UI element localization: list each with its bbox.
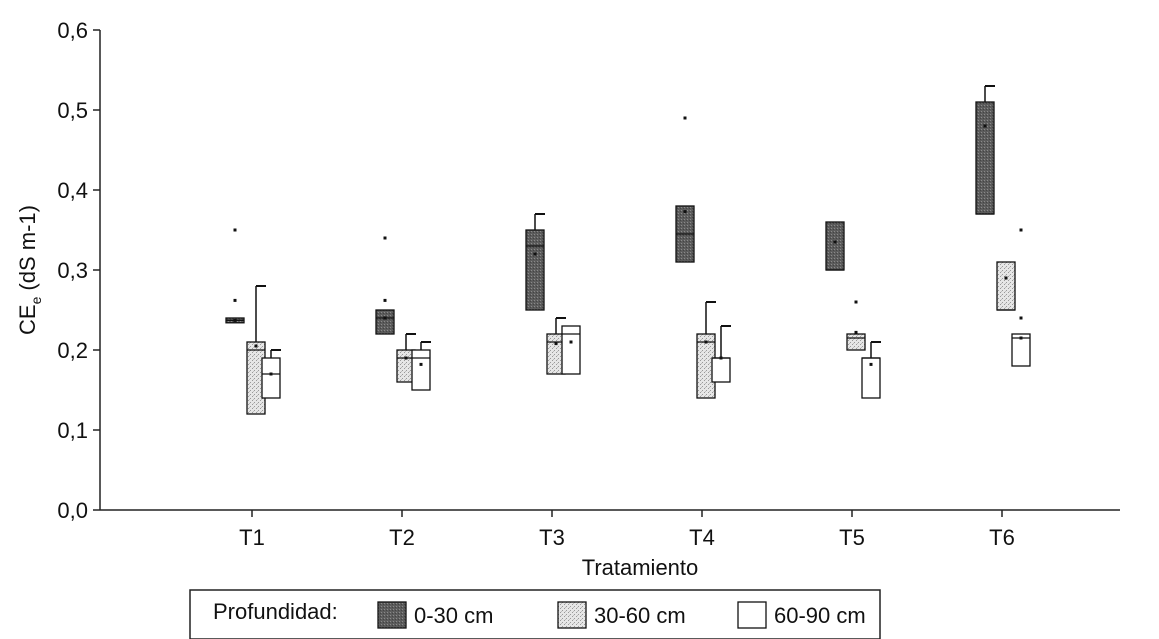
box [1011, 333, 1031, 367]
mean-marker [1004, 276, 1008, 280]
mean-marker [719, 356, 723, 360]
legend-swatch [557, 601, 587, 629]
mean-marker [854, 330, 858, 334]
x-axis: T1 T2 T3 T4 T5 T6 [100, 509, 1120, 550]
y-tick-label: 0,0 [57, 498, 88, 523]
x-tick-label: T5 [839, 525, 865, 550]
box [561, 325, 581, 375]
outlier-point [1019, 228, 1023, 232]
x-tick-label: T4 [689, 525, 715, 550]
x-axis-title: Tratamiento [582, 555, 699, 580]
mean-marker [833, 240, 837, 244]
mean-marker [533, 252, 537, 256]
x-tick-label: T2 [389, 525, 415, 550]
legend: Profundidad: 0-30 cm 30-60 cm 60-90 cm [189, 589, 881, 639]
series-60-90-cm [261, 228, 1031, 399]
box [846, 333, 866, 351]
y-tick-label: 0,6 [57, 18, 88, 43]
outlier-point [233, 228, 237, 232]
box [996, 261, 1016, 311]
mean-marker [233, 318, 237, 322]
box [525, 229, 545, 311]
y-axis-title-unit: (dS m-1) [15, 205, 40, 291]
y-axis-title-subscript: e [28, 296, 44, 304]
x-tick-group: T1 T2 T3 T4 T5 T6 [239, 510, 1015, 550]
mean-marker [983, 124, 987, 128]
mean-marker [383, 316, 387, 320]
legend-swatch [377, 601, 407, 629]
mean-marker [419, 362, 423, 366]
x-tick-label: T6 [989, 525, 1015, 550]
legend-title: Profundidad: [213, 599, 338, 624]
mean-marker [569, 340, 573, 344]
box [375, 309, 395, 335]
y-tick-label: 0,5 [57, 98, 88, 123]
y-tick-group: 0,0 0,1 0,2 0,3 0,4 0,5 0,6 [57, 18, 100, 523]
outlier-point [383, 236, 387, 240]
outlier-point [233, 298, 237, 302]
y-axis-title-main: CE [15, 304, 40, 335]
mean-marker [404, 356, 408, 360]
y-tick-label: 0,2 [57, 338, 88, 363]
series-30-60-cm [246, 261, 1016, 415]
mean-marker [1019, 336, 1023, 340]
legend-label: 30-60 cm [594, 603, 686, 628]
box [261, 357, 281, 399]
outlier-point [1019, 316, 1023, 320]
x-tick-label: T3 [539, 525, 565, 550]
mean-marker [704, 340, 708, 344]
mean-marker [254, 344, 258, 348]
box [411, 349, 431, 391]
box [711, 357, 731, 383]
mean-marker [554, 342, 558, 346]
y-tick-label: 0,1 [57, 418, 88, 443]
x-tick-label: T1 [239, 525, 265, 550]
plot-area [225, 85, 1031, 415]
legend-label: 60-90 cm [774, 603, 866, 628]
y-axis: 0,0 0,1 0,2 0,3 0,4 0,5 0,6 [57, 18, 101, 523]
mean-marker [869, 362, 873, 366]
y-axis-title: CEe (dS m-1) [15, 205, 44, 335]
legend-swatch [737, 601, 767, 629]
outlier-point [383, 298, 387, 302]
mean-marker [683, 210, 687, 214]
series-0-30-cm [225, 85, 995, 335]
y-tick-label: 0,3 [57, 258, 88, 283]
mean-marker [269, 372, 273, 376]
legend-items: 0-30 cm 30-60 cm 60-90 cm [377, 601, 866, 629]
box [975, 101, 995, 215]
outlier-point [854, 300, 858, 304]
legend-label: 0-30 cm [414, 603, 493, 628]
y-tick-label: 0,4 [57, 178, 88, 203]
box [825, 221, 845, 271]
outlier-point [683, 116, 687, 120]
